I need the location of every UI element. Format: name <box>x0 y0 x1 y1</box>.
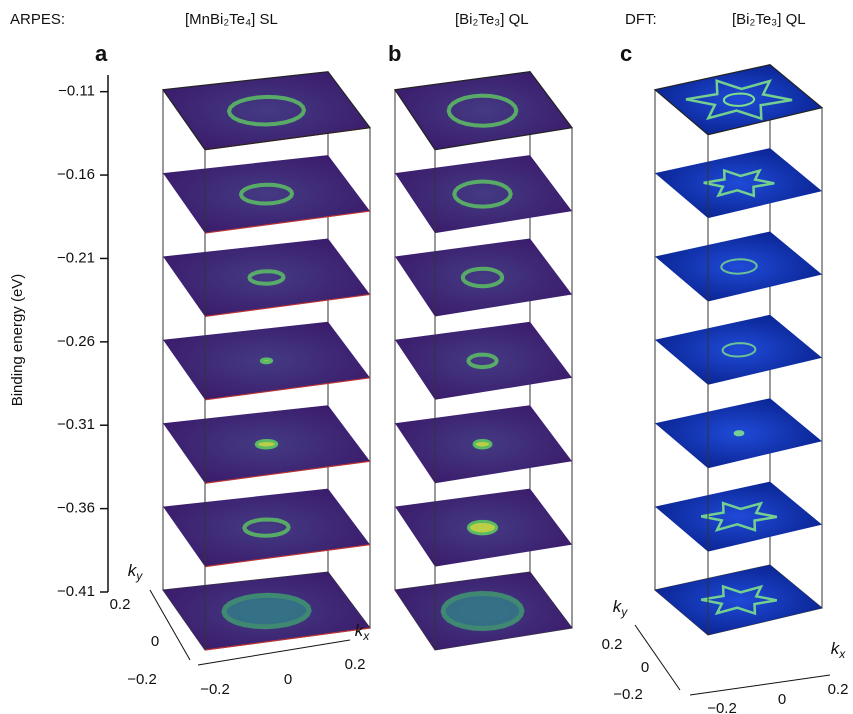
header: [MnBi₂Te₄] SL <box>185 11 278 28</box>
slice-edge <box>204 544 371 568</box>
slice <box>395 238 572 317</box>
k-axis-label-sub: x <box>838 647 846 661</box>
k-axis-label-sub: y <box>135 569 143 583</box>
k-axis-line <box>689 674 831 696</box>
feature <box>700 501 778 532</box>
slice <box>655 64 822 135</box>
slice <box>655 565 822 635</box>
y-tick-label: −0.31 <box>57 416 95 433</box>
k-axis-label-main: k <box>613 597 623 616</box>
feature <box>466 519 499 536</box>
kx-tick-label: −0.2 <box>200 681 230 698</box>
y-tick-label: −0.41 <box>57 583 95 600</box>
panel-label: a <box>95 41 108 66</box>
k-axis-label-sub: y <box>620 605 628 619</box>
y-tick-label: −0.36 <box>57 500 95 517</box>
header: DFT: <box>625 11 657 28</box>
feature <box>446 93 519 128</box>
feature <box>700 584 778 616</box>
feature <box>226 94 307 127</box>
panel-label: b <box>388 41 401 66</box>
slice-edge <box>204 627 371 651</box>
feature <box>242 517 291 538</box>
kx-tick-label: 0 <box>284 671 292 688</box>
feature <box>722 92 756 107</box>
ky-tick-label: −0.2 <box>613 686 643 703</box>
kx-tick-label: −0.2 <box>707 700 737 714</box>
feature <box>221 592 312 630</box>
feature <box>466 352 499 370</box>
k-axis-label: ky <box>128 561 144 583</box>
feature <box>452 179 513 209</box>
k-axis-line <box>149 589 191 661</box>
slice <box>163 71 370 150</box>
y-tick-label: −0.26 <box>57 333 95 350</box>
feature <box>238 182 295 206</box>
feature <box>247 269 286 286</box>
slice <box>395 155 572 234</box>
feature <box>259 357 274 365</box>
slice-edge <box>204 460 371 484</box>
slice <box>163 238 370 317</box>
k-axis-label-main: k <box>128 561 138 580</box>
kx-tick-label: 0.2 <box>828 681 849 698</box>
slice <box>655 231 822 302</box>
feature <box>733 430 745 437</box>
y-tick-label: −0.16 <box>57 166 95 183</box>
ky-tick-label: 0 <box>151 633 159 650</box>
ky-tick-label: 0 <box>641 659 649 676</box>
feature <box>685 79 793 121</box>
slice-edge <box>204 293 371 318</box>
ky-tick-label: 0.2 <box>602 636 623 653</box>
box-edge <box>161 71 372 151</box>
header: [Bi₂Te₃] QL <box>732 11 806 28</box>
slice <box>655 314 822 385</box>
header: [Bi₂Te₃] QL <box>455 11 529 28</box>
ky-tick-label: −0.2 <box>127 671 157 688</box>
y-tick-label: −0.21 <box>57 249 95 266</box>
feature <box>254 438 279 450</box>
k-axis-line <box>634 624 681 691</box>
slice-edge <box>204 377 371 401</box>
slice <box>655 481 822 552</box>
k-axis-label-sub: x <box>362 629 370 643</box>
slice <box>395 71 572 150</box>
slice <box>163 488 370 567</box>
feature <box>703 168 775 198</box>
panel-label: c <box>620 41 632 66</box>
feature <box>460 266 505 289</box>
slice <box>395 321 572 400</box>
slice <box>655 148 822 219</box>
slice <box>163 155 370 234</box>
feature <box>472 438 493 450</box>
k-axis-label-main: k <box>831 639 841 658</box>
feature <box>721 342 757 358</box>
header: ARPES: <box>10 11 65 28</box>
feature <box>720 258 758 275</box>
axis-label: Binding energy (eV) <box>9 274 26 407</box>
kx-tick-label: 0 <box>778 691 786 708</box>
ky-tick-label: 0.2 <box>110 596 131 613</box>
y-tick-label: −0.11 <box>58 83 95 100</box>
kx-tick-label: 0.2 <box>345 656 366 673</box>
k-axis-label-main: k <box>355 621 365 640</box>
k-axis-label: kx <box>355 621 371 643</box>
slice-edge <box>204 210 371 234</box>
k-axis-label: ky <box>613 597 629 619</box>
box-edge <box>653 64 824 136</box>
k-axis-label: kx <box>831 639 847 661</box>
k-axis-line <box>197 639 351 666</box>
feature <box>440 590 525 632</box>
box-edge <box>393 71 574 151</box>
